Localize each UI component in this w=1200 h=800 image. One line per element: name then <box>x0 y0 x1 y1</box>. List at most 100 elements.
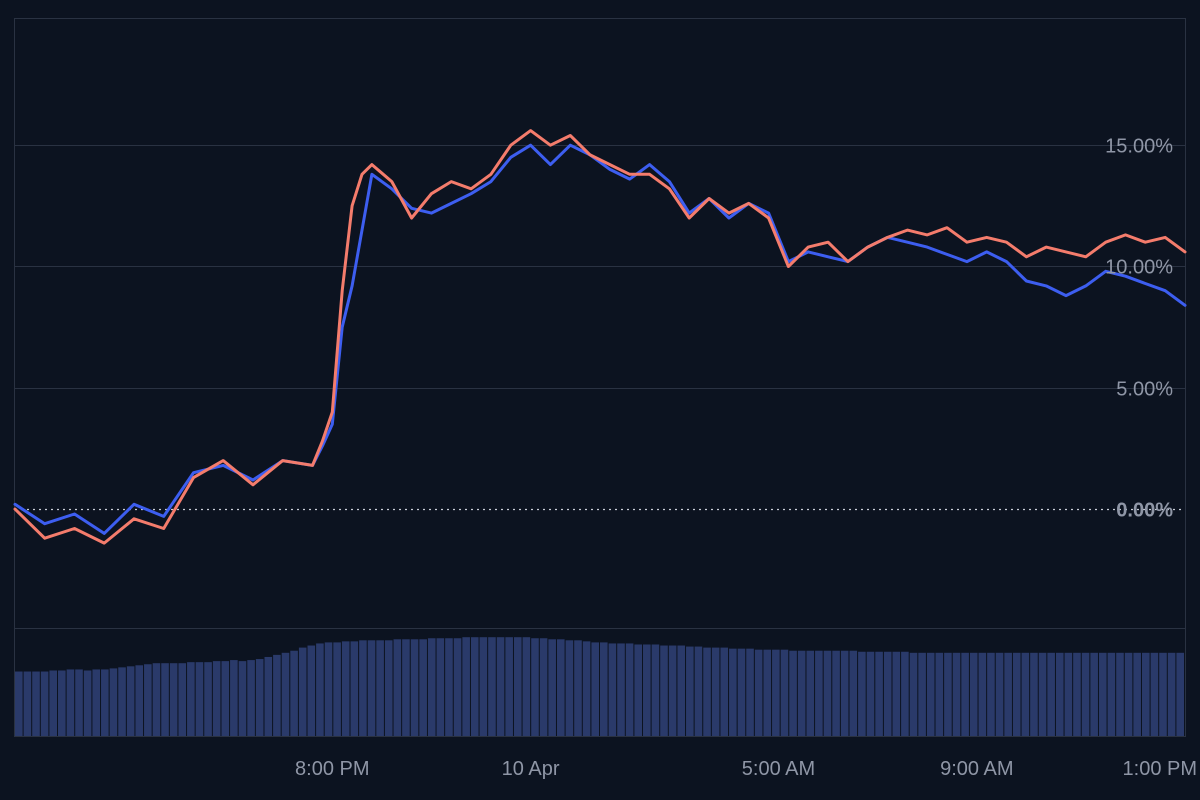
volume-bar <box>187 662 195 736</box>
volume-bar <box>453 638 462 736</box>
volume-bar <box>118 667 126 736</box>
volume-bar <box>384 640 393 736</box>
volume-bar <box>703 647 711 736</box>
volume-bar <box>479 637 488 736</box>
volume-bar <box>40 671 49 736</box>
volume-bar <box>376 640 384 736</box>
volume-bar <box>221 661 230 736</box>
volume-bar <box>677 645 686 736</box>
volume-bar <box>600 642 608 736</box>
volume-bar <box>780 649 789 736</box>
volume-bar <box>1159 652 1167 736</box>
volume-bar <box>763 649 772 736</box>
volume-bar <box>109 668 118 736</box>
volume-bar <box>513 637 522 736</box>
volume-bar <box>832 650 840 736</box>
volume-bar <box>316 643 324 736</box>
volume-bar <box>1081 652 1090 736</box>
volume-bar <box>230 660 238 736</box>
volume-bar <box>264 656 273 736</box>
volume-bar <box>32 671 40 736</box>
volume-bar <box>83 670 92 736</box>
volume-bar <box>247 660 255 736</box>
x-axis-labels: 8:00 PM 10 Apr 5:00 AM 9:00 AM 1:00 PM <box>295 758 1197 780</box>
y-tick-label: 5.00% <box>1116 379 1173 401</box>
volume-bar <box>574 640 582 736</box>
volume-bar <box>806 650 815 736</box>
volume-bar <box>548 639 556 736</box>
volume-bar <box>23 671 32 736</box>
volume-bar <box>419 639 427 736</box>
volume-bar <box>935 652 944 736</box>
volume-bar <box>1124 652 1133 736</box>
volume-bar <box>1150 652 1159 736</box>
volume-bar <box>565 640 574 736</box>
volume-bar <box>324 642 333 736</box>
volume-bar <box>1064 652 1073 736</box>
volume-bar <box>66 669 75 736</box>
volume-bar <box>746 648 754 736</box>
volume-bar <box>341 641 350 736</box>
volume-bar <box>410 639 419 736</box>
y-tick-label: 0.00% <box>1116 500 1173 522</box>
volume-bar <box>195 662 204 736</box>
volume-bar <box>204 662 212 736</box>
grid-lines <box>15 145 1185 511</box>
volume-bar <box>729 648 737 736</box>
y-tick-label: 15.00% <box>1105 136 1173 158</box>
volume-bar <box>359 640 367 736</box>
x-tick-label: 10 Apr <box>502 758 560 780</box>
volume-bars <box>15 637 1184 736</box>
x-tick-label: 8:00 PM <box>295 758 369 780</box>
volume-bar <box>668 645 677 736</box>
volume-bar <box>686 646 694 736</box>
volume-bar <box>101 669 109 736</box>
volume-bar <box>1038 652 1047 736</box>
volume-bar <box>892 651 901 736</box>
volume-bar <box>393 639 402 736</box>
volume-bar <box>617 643 625 736</box>
volume-bar <box>901 651 909 736</box>
volume-bar <box>1176 652 1184 736</box>
volume-bar <box>995 652 1004 736</box>
volume-bar <box>75 669 83 736</box>
volume-bar <box>1167 652 1176 736</box>
volume-bar <box>797 650 806 736</box>
chart-frame <box>14 18 1186 737</box>
volume-bar <box>1030 652 1038 736</box>
volume-bar <box>987 652 995 736</box>
volume-bar <box>255 659 264 736</box>
volume-bar <box>135 665 144 736</box>
volume-bar <box>281 652 290 736</box>
volume-bar <box>15 671 23 736</box>
volume-bar <box>273 654 281 736</box>
volume-bar <box>152 663 161 736</box>
volume-bar <box>866 651 875 736</box>
volume-bar <box>608 643 617 736</box>
volume-bar <box>427 638 436 736</box>
volume-bar <box>496 637 505 736</box>
volume-bar <box>840 650 849 736</box>
volume-bar <box>92 669 101 736</box>
volume-bar <box>1021 652 1030 736</box>
volume-bar <box>772 649 780 736</box>
x-tick-label: 5:00 AM <box>742 758 815 780</box>
series-line-2 <box>13 129 1187 545</box>
volume-bar <box>944 652 952 736</box>
volume-bar <box>350 641 359 736</box>
volume-bar <box>49 670 58 736</box>
series-line-1 <box>13 143 1187 535</box>
volume-bar <box>952 652 961 736</box>
volume-bar <box>298 647 307 736</box>
volume-bar <box>1012 652 1021 736</box>
volume-bar <box>858 651 866 736</box>
volume-bar <box>591 642 599 736</box>
volume-bar <box>144 664 152 736</box>
volume-bar <box>789 650 797 736</box>
series-lines <box>13 129 1187 545</box>
volume-bar <box>212 661 221 736</box>
y-tick-label: 10.00% <box>1105 257 1173 279</box>
volume-bar <box>1133 652 1141 736</box>
